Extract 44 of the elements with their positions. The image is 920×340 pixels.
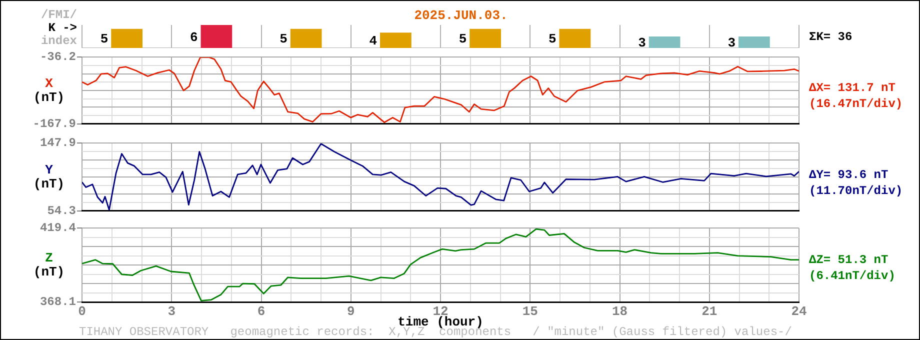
text: ΔZ= 51.3 nT	[809, 252, 888, 266]
y-axis-title: X (nT)	[33, 76, 65, 105]
data-label: 3	[638, 36, 646, 51]
data-label: 3	[728, 36, 736, 51]
text: (11.70nT/div)	[809, 184, 903, 198]
x-tick-label: 6	[257, 304, 266, 320]
bar	[111, 28, 142, 48]
x-tick-label: 0	[78, 304, 86, 320]
y-tick-label: 147.9	[40, 136, 76, 150]
data-label: 4	[369, 34, 378, 49]
bar	[200, 25, 232, 48]
text: ΣK= 36	[809, 30, 852, 44]
y-axis-title: Z (nT)	[33, 250, 65, 280]
text: (16.47nT/div)	[809, 97, 903, 111]
y-tick-label: 419.4	[40, 221, 76, 236]
bar	[470, 28, 501, 48]
text: (6.41nT/div)	[809, 268, 896, 282]
bar	[738, 36, 770, 48]
bar	[648, 36, 680, 48]
text: /FMI/	[40, 8, 77, 22]
y-tick-label: -36.2	[40, 50, 76, 64]
x-tick-label: 15	[522, 304, 538, 320]
text: ΔX= 131.7 nT	[809, 81, 896, 95]
data-label: 5	[100, 32, 108, 47]
y-axis-title: Y (nT)	[33, 162, 65, 192]
x-tick-label: 24	[791, 304, 807, 320]
bar	[290, 28, 322, 48]
data-label: 5	[280, 32, 288, 47]
x-tick-label: 3	[168, 304, 176, 320]
bar	[380, 32, 412, 48]
text: K ->	[47, 21, 77, 35]
chart-title: 2025.JUN.03.	[414, 8, 508, 23]
text: index	[40, 34, 77, 48]
data-label: 5	[458, 32, 467, 47]
y-tick-label: 54.3	[47, 204, 76, 218]
bar	[559, 28, 591, 48]
data-label: 5	[548, 32, 556, 47]
x-tick-label: 21	[702, 304, 718, 320]
x-tick-label: 18	[612, 304, 628, 320]
y-tick-label: -167.9	[32, 116, 76, 131]
data-label: 6	[190, 30, 198, 45]
text: ΔY= 93.6 nT	[809, 168, 888, 182]
x-tick-label: 9	[346, 304, 355, 320]
y-tick-label: 368.1	[40, 295, 76, 310]
